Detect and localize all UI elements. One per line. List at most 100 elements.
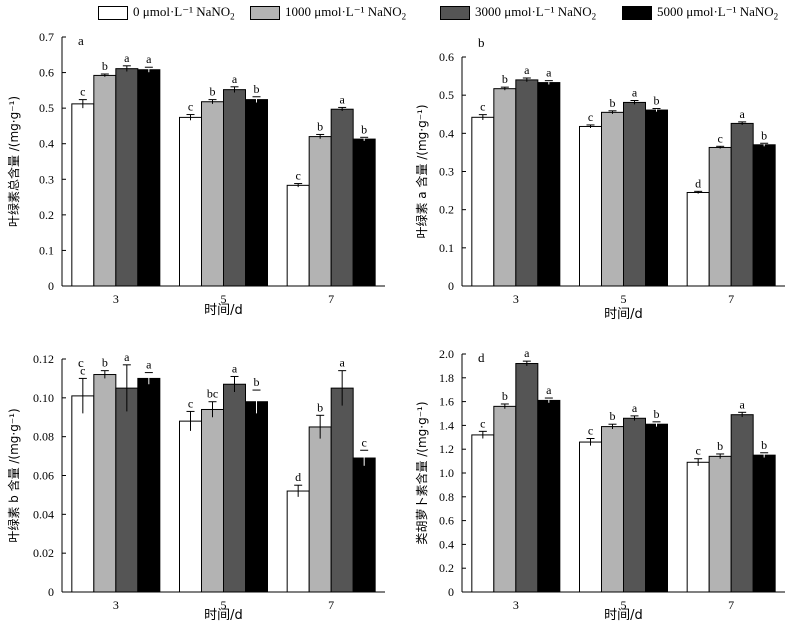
- bar: [601, 111, 624, 287]
- bar: [493, 88, 517, 287]
- y-tick-label: 1.0: [439, 466, 454, 480]
- legend-item: 5000 μmol·L⁻¹ NaNO2: [622, 4, 778, 22]
- y-tick-label: 0.6: [39, 66, 54, 80]
- bar: [201, 101, 224, 287]
- y-tick-label: 0: [448, 279, 454, 293]
- bar: [330, 387, 354, 593]
- significance-letter: b: [502, 389, 508, 403]
- bar: [730, 122, 754, 287]
- x-tick-label: 7: [728, 598, 734, 612]
- significance-letter: b: [102, 59, 108, 73]
- bar: [93, 374, 117, 593]
- significance-letter: a: [124, 51, 130, 65]
- significance-letter: a: [524, 63, 530, 77]
- bar: [515, 363, 539, 593]
- y-tick-label: 0.2: [439, 561, 454, 575]
- bar: [471, 434, 495, 593]
- x-axis-label: 时间/d: [604, 307, 643, 322]
- significance-letter: c: [480, 100, 485, 114]
- y-tick-label: 0.7: [39, 30, 54, 44]
- bar: [645, 423, 668, 593]
- bar: [93, 74, 117, 287]
- bar: [115, 68, 139, 287]
- y-tick-label: 0.3: [39, 172, 54, 186]
- y-tick-label: 1.4: [439, 418, 454, 432]
- bar: [223, 89, 246, 287]
- significance-letter: c: [718, 131, 723, 145]
- y-axis-label: 叶绿素 b 含量 /(mg·g⁻¹): [6, 408, 21, 542]
- significance-letter: b: [717, 439, 723, 453]
- y-tick-label: 0.2: [39, 208, 54, 222]
- significance-letter: b: [610, 96, 616, 110]
- y-tick-label: 0.02: [33, 546, 54, 560]
- legend: 0 μmol·L⁻¹ NaNO2 1000 μmol·L⁻¹ NaNO2 3000 …: [0, 0, 802, 26]
- y-tick-label: 0.5: [39, 101, 54, 115]
- bar: [515, 79, 539, 287]
- bar: [493, 405, 517, 593]
- significance-letter: a: [232, 361, 238, 375]
- significance-letter: c: [80, 85, 85, 99]
- significance-letter: a: [740, 107, 746, 121]
- bar: [201, 408, 224, 593]
- x-tick-label: 7: [328, 598, 334, 612]
- significance-letter: d: [695, 176, 701, 190]
- y-tick-label: 0.12: [33, 352, 54, 366]
- significance-letter: b: [102, 356, 108, 370]
- legend-swatch: [622, 6, 652, 20]
- bar: [286, 490, 310, 593]
- legend-item: 3000 μmol·L⁻¹ NaNO2: [440, 4, 596, 22]
- panel-label: b: [478, 35, 485, 50]
- bar: [537, 82, 561, 287]
- bar: [686, 461, 710, 593]
- significance-letter: c: [188, 100, 193, 114]
- y-tick-label: 0.4: [439, 126, 454, 140]
- significance-letter: a: [232, 72, 238, 86]
- x-tick-label: 5: [221, 598, 227, 612]
- y-tick-label: 0.06: [33, 469, 54, 483]
- legend-item: 0 μmol·L⁻¹ NaNO2: [98, 4, 235, 22]
- y-tick-label: 0.1: [39, 243, 54, 257]
- y-tick-label: 0.3: [439, 165, 454, 179]
- y-tick-label: 0: [48, 585, 54, 599]
- y-tick-label: 2.0: [439, 347, 454, 361]
- bar: [71, 103, 95, 287]
- chart-panel-d: 0 0.2 0.4 0.6 0.8 1.0 1.2 1.4 1.6 1.8 2.0 3 c b a a 5 c b a…: [414, 346, 785, 623]
- significance-letter: b: [654, 407, 660, 421]
- y-tick-label: 0.6: [439, 514, 454, 528]
- bar: [115, 387, 139, 593]
- bar: [245, 401, 268, 593]
- significance-letter: c: [588, 110, 593, 124]
- y-tick-label: 0.6: [439, 50, 454, 64]
- bar: [708, 455, 732, 593]
- significance-letter: a: [146, 52, 152, 66]
- y-tick-label: 0.10: [33, 391, 54, 405]
- y-tick-label: 0.08: [33, 430, 54, 444]
- significance-letter: b: [317, 400, 323, 414]
- significance-letter: c: [362, 435, 367, 449]
- significance-letter: a: [740, 397, 746, 411]
- significance-letter: b: [254, 82, 260, 96]
- bar: [579, 441, 602, 593]
- x-tick-label: 3: [513, 292, 519, 306]
- y-axis-label: 类胡萝卜素含量 /(mg·g⁻¹): [414, 401, 429, 544]
- bar: [308, 136, 332, 287]
- panel-label: d: [478, 350, 485, 365]
- chart-panel-a: 0 0.1 0.2 0.3 0.4 0.5 0.6 0.7 3 c b a a 5 c b a b 7 c b a b a 时间…: [6, 30, 385, 318]
- bar: [686, 191, 710, 287]
- y-tick-label: 0: [48, 279, 54, 293]
- legend-label: 5000 μmol·L⁻¹ NaNO2: [657, 4, 779, 22]
- legend-swatch: [98, 6, 128, 20]
- significance-letter: b: [361, 122, 367, 136]
- legend-swatch: [440, 6, 470, 20]
- panel-label: c: [78, 355, 84, 370]
- significance-letter: a: [340, 92, 346, 106]
- x-axis-label: 时间/d: [604, 608, 643, 623]
- x-axis-label: 时间/d: [204, 608, 243, 623]
- legend-label: 1000 μmol·L⁻¹ NaNO2: [285, 4, 407, 22]
- x-tick-label: 5: [621, 292, 627, 306]
- significance-letter: b: [654, 94, 660, 108]
- significance-letter: a: [524, 346, 530, 360]
- bar: [286, 184, 310, 287]
